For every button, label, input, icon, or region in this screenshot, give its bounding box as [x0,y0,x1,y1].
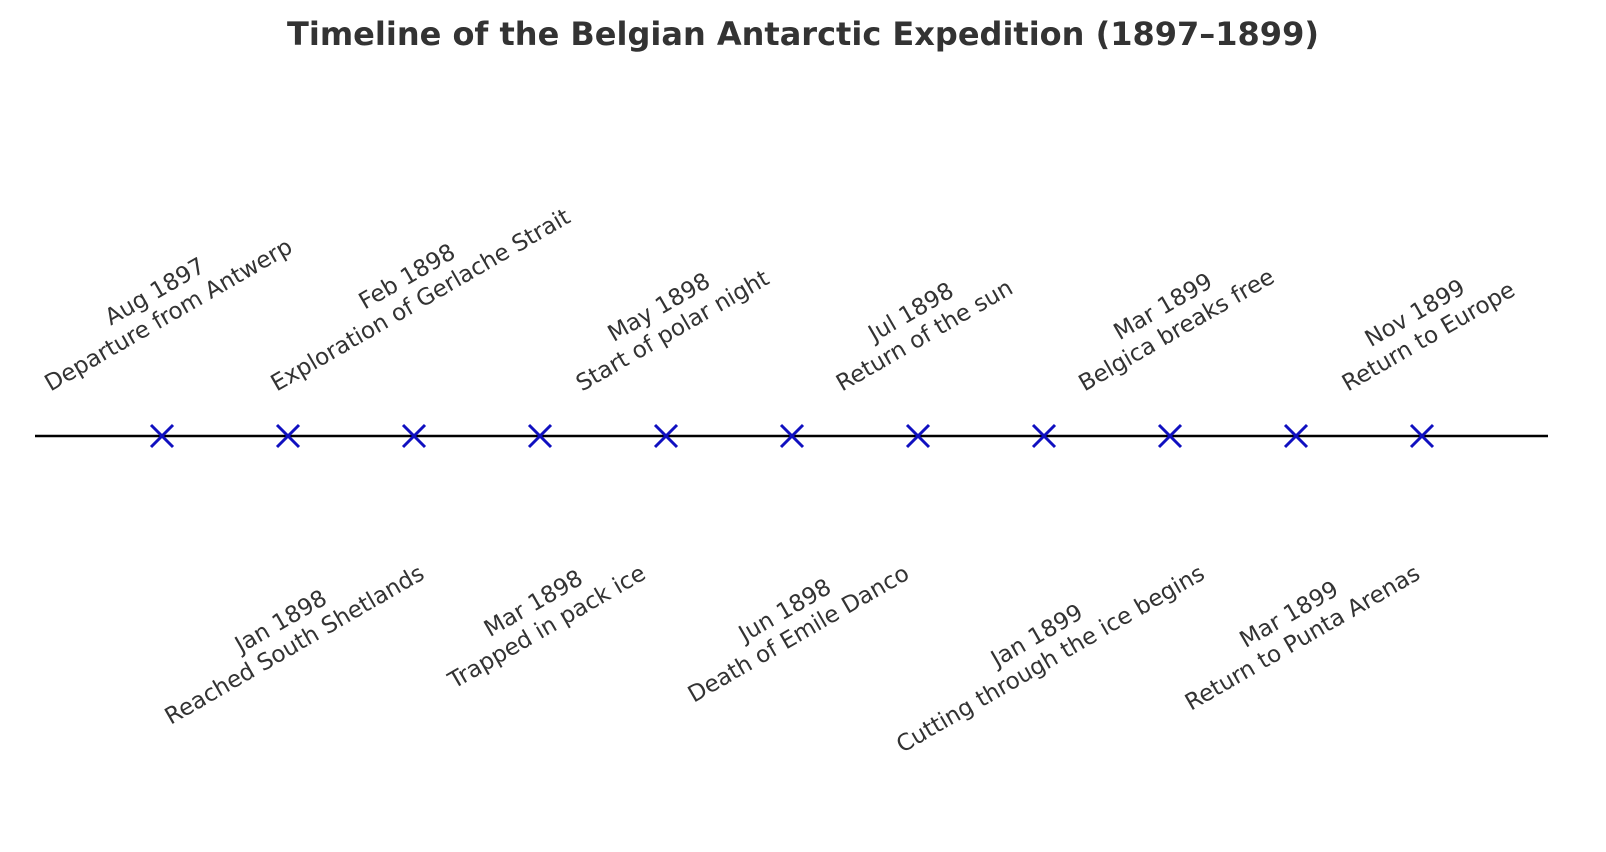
event-text: Jun 1898Death of Emile Danco [670,537,914,708]
chart-title: Timeline of the Belgian Antarctic Expedi… [287,15,1319,53]
marker-stroke [1157,423,1183,449]
event-text: Jan 1898Reached South Shetlands [147,537,429,730]
marker-stroke [1031,423,1057,449]
event-text: Mar 1898Trapped in pack ice [430,537,650,695]
event-text: Feb 1898Exploration of Gerlache Strait [253,181,575,397]
event-label: Aug 1897Departure from Antwerp [27,210,297,397]
marker-stroke [779,423,805,449]
event-marker [1031,423,1057,449]
event-marker [653,423,679,449]
event-description: Departure from Antwerp [40,234,297,397]
event-label: Feb 1898Exploration of Gerlache Strait [253,181,575,397]
marker-stroke [401,423,427,449]
event-description: Exploration of Gerlache Strait [267,204,575,397]
event-label: Jun 1898Death of Emile Danco [670,537,914,708]
event-marker [275,423,301,449]
marker-stroke [275,423,301,449]
event-label: Jul 1898Return of the sun [818,251,1018,397]
event-text: May 1898Start of polar night [558,242,773,397]
event-label: Jan 1898Reached South Shetlands [147,537,429,730]
event-text: Jul 1898Return of the sun [818,251,1017,397]
event-description: Return to Punta Arenas [1181,560,1425,716]
marker-stroke [653,423,679,449]
marker-stroke [149,423,175,449]
marker-stroke [1409,423,1435,449]
event-text: Aug 1897Departure from Antwerp [27,210,297,397]
event-description: Cutting through the ice begins [892,560,1209,758]
event-text: Mar 1899Belgica breaks free [1061,241,1279,397]
marker-stroke [527,423,553,449]
event-marker [1409,423,1435,449]
event-marker [149,423,175,449]
event-text: Mar 1899Return to Punta Arenas [1167,537,1424,716]
event-label: Mar 1899Return to Punta Arenas [1167,537,1425,716]
event-label: Jan 1899Cutting through the ice begins [879,537,1210,758]
marker-stroke [905,423,931,449]
event-description: Reached South Shetlands [161,560,429,730]
event-label: Nov 1899Return to Europe [1324,254,1520,397]
marker-stroke [1283,423,1309,449]
event-label: May 1898Start of polar night [558,242,774,397]
event-label: Mar 1898Trapped in pack ice [430,537,650,695]
event-marker [779,423,805,449]
event-marker [1157,423,1183,449]
event-text: Nov 1899Return to Europe [1324,254,1519,397]
event-marker [401,423,427,449]
event-label: Mar 1899Belgica breaks free [1061,241,1279,397]
event-description: Death of Emile Danco [684,560,914,708]
event-marker [1283,423,1309,449]
event-marker [905,423,931,449]
event-text: Jan 1899Cutting through the ice begins [879,537,1210,758]
event-marker [527,423,553,449]
